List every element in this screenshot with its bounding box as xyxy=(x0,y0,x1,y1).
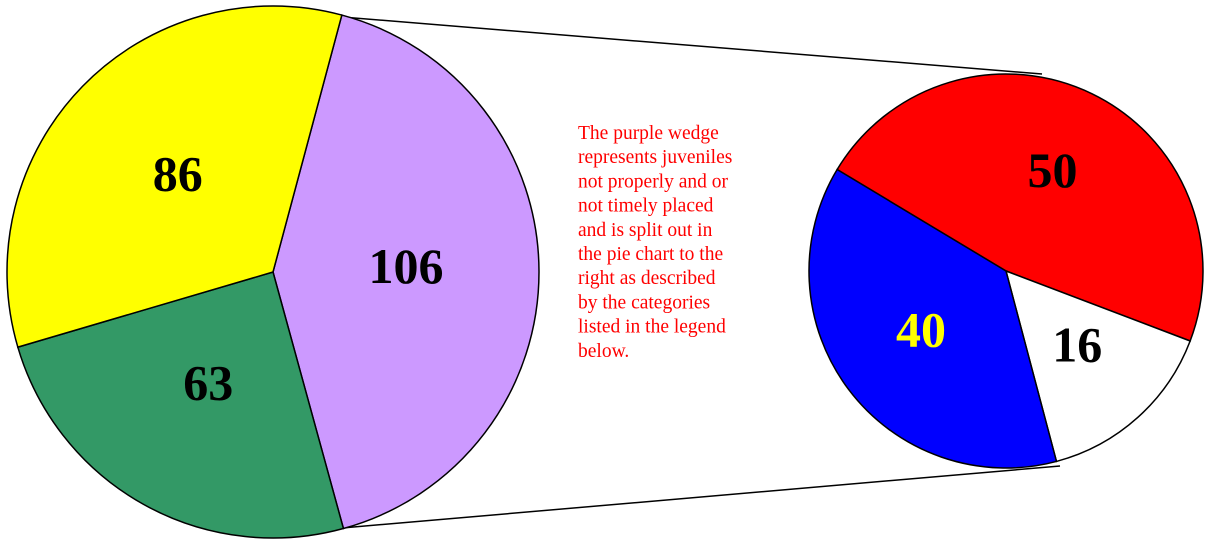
connector-line xyxy=(341,465,1061,529)
data-label: 106 xyxy=(368,238,443,294)
annotation-line: by the categories xyxy=(578,292,710,313)
data-label: 50 xyxy=(1027,142,1077,198)
annotation-line: not properly and or xyxy=(578,171,729,192)
data-label: 16 xyxy=(1052,317,1102,373)
annotation-line: and is split out in xyxy=(578,220,713,241)
annotation-line: The purple wedge xyxy=(578,123,719,144)
pie-slice xyxy=(808,168,1058,469)
pie-slice xyxy=(16,271,345,539)
annotation-line: below. xyxy=(578,341,629,362)
connector-line xyxy=(341,16,1043,75)
data-label: 86 xyxy=(153,146,203,202)
data-label: 40 xyxy=(896,301,946,357)
annotation-line: the pie chart to the xyxy=(578,244,723,265)
pie-slice xyxy=(1004,269,1192,463)
annotation-line: not timely placed xyxy=(578,196,714,217)
pie-slice xyxy=(836,73,1204,342)
pie-slice xyxy=(6,5,343,349)
data-label: 63 xyxy=(183,355,233,411)
annotation-line: right as described xyxy=(578,268,716,289)
annotation-line: listed in the legend xyxy=(578,317,726,338)
pie-slice xyxy=(272,14,540,530)
annotation-line: represents juveniles xyxy=(578,147,732,168)
